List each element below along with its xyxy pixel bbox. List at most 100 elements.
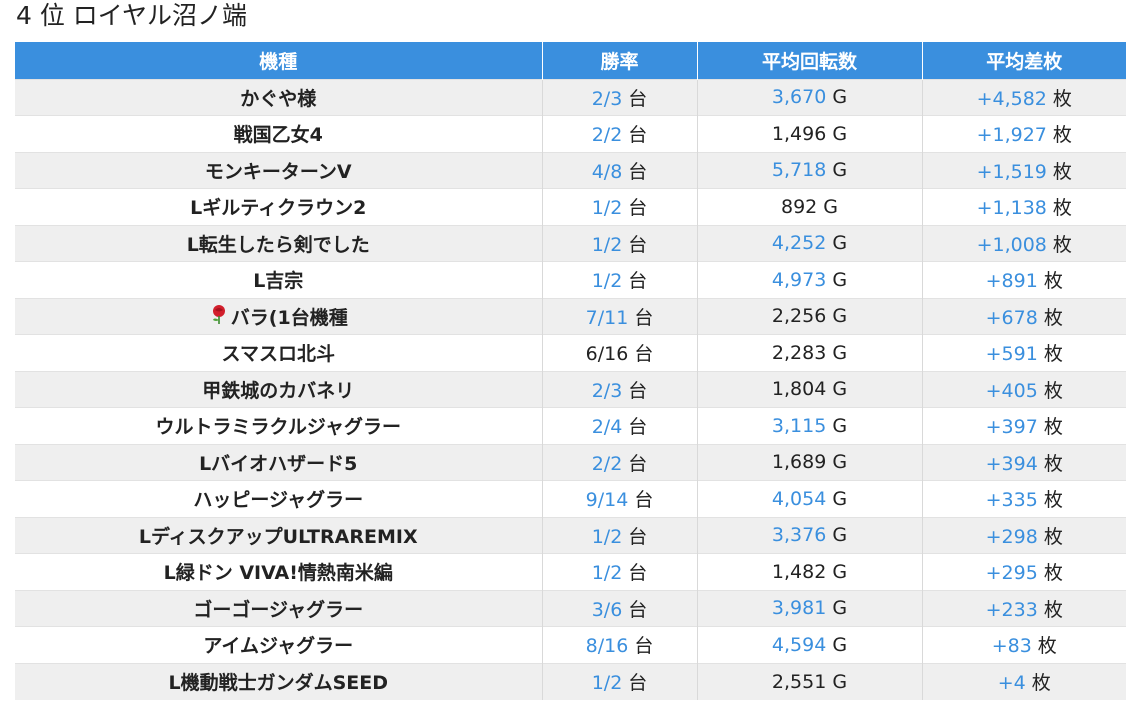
machine-name: かぐや様 — [240, 87, 317, 110]
machine-name: L転生したら剣でした — [186, 233, 370, 256]
spins-unit: G — [832, 414, 848, 437]
average-spins-cell: 1,482 G — [697, 553, 923, 590]
coin-unit: 枚 — [1052, 160, 1072, 183]
machine-unit: 台 — [628, 672, 648, 694]
machine-name-cell: バラ(1台機種 — [15, 297, 543, 335]
table-row[interactable]: LディスクアップULTRAREMIX 1/2 台 3,376 G +298 枚 — [15, 516, 1126, 554]
machine-unit: 台 — [628, 525, 648, 548]
win-rate-value: 2/3 — [591, 87, 623, 110]
machine-name-cell: ウルトラミラクルジャグラー — [15, 407, 543, 444]
average-spins-value: 1,689 — [771, 451, 827, 474]
machine-name: ウルトラミラクルジャグラー — [155, 416, 401, 439]
ranking-table: 機種 勝率 平均回転数 平均差枚 かぐや様 2/3 台 3,670 G +4,582 枚戦国… — [15, 42, 1126, 700]
coin-unit: 枚 — [1043, 489, 1063, 512]
machine-name-cell: アイムジャグラー — [15, 626, 543, 663]
coin-unit: 枚 — [1043, 525, 1063, 548]
machine-name-cell: L転生したら剣でした — [15, 224, 543, 262]
win-rate-cell: 2/3 台 — [542, 78, 698, 116]
average-spins-cell: 4,973 G — [697, 261, 923, 298]
machine-unit: 台 — [628, 562, 648, 585]
average-diff-cell: +405 枚 — [922, 370, 1126, 408]
average-diff-cell: +83 枚 — [922, 626, 1126, 663]
machine-name: 戦国乙女4 — [233, 124, 323, 147]
table-row[interactable]: L吉宗 1/2 台 4,973 G +891 枚 — [15, 261, 1126, 298]
win-rate-cell: 2/4 台 — [542, 407, 698, 444]
machine-name-cell: 甲鉄城のカバネリ — [15, 370, 543, 408]
win-rate-cell: 3/6 台 — [542, 589, 698, 627]
win-rate-cell: 1/2 台 — [542, 553, 698, 590]
coin-unit: 枚 — [1037, 635, 1057, 658]
table-row[interactable]: 戦国乙女4 2/2 台 1,496 G +1,927 枚 — [15, 115, 1126, 152]
coin-unit: 枚 — [1043, 416, 1063, 439]
win-rate-value: 7/11 — [585, 306, 629, 329]
average-spins-value: 3,115 — [771, 414, 827, 437]
average-diff-value: +405 — [985, 379, 1038, 402]
column-header-machine[interactable]: 機種 — [15, 42, 543, 79]
machine-name: バラ(1台機種 — [230, 306, 348, 329]
average-spins-cell: 4,594 G — [697, 626, 923, 663]
average-spins-cell: 3,376 G — [697, 516, 923, 554]
average-spins-cell: 2,551 G — [697, 662, 923, 700]
spins-unit: G — [832, 633, 848, 656]
win-rate-value: 8/16 — [585, 635, 629, 658]
average-diff-cell: +335 枚 — [922, 480, 1126, 517]
machine-unit: 台 — [628, 270, 648, 293]
table-row[interactable]: L緑ドン VIVA!情熱南米編 1/2 台 1,482 G +295 枚 — [15, 553, 1126, 590]
coin-unit: 枚 — [1043, 562, 1063, 585]
average-diff-cell: +397 枚 — [922, 407, 1126, 444]
win-rate-cell: 2/3 台 — [542, 370, 698, 408]
machine-name-cell: L吉宗 — [15, 261, 543, 298]
average-spins-cell: 3,115 G — [697, 407, 923, 444]
average-spins-value: 2,256 — [771, 305, 827, 328]
win-rate-cell: 1/2 台 — [542, 188, 698, 225]
table-row[interactable]: ウルトラミラクルジャグラー 2/4 台 3,115 G +397 枚 — [15, 407, 1126, 444]
column-header-average-diff[interactable]: 平均差枚 — [986, 50, 1063, 73]
average-diff-cell: +1,519 枚 — [922, 151, 1126, 189]
coin-unit: 枚 — [1031, 672, 1051, 694]
average-spins-cell: 3,981 G — [697, 589, 923, 627]
win-rate-cell: 6/16 台 — [542, 334, 698, 371]
machine-unit: 台 — [628, 197, 648, 220]
table-row[interactable]: モンキーターンV 4/8 台 5,718 G +1,519 枚 — [15, 151, 1126, 189]
table-row[interactable]: L機動戦士ガンダムSEED 1/2 台 2,551 G +4 枚 — [15, 662, 1126, 700]
page-title: 4 位 ロイヤル沼ノ端 — [16, 1, 248, 30]
column-header-average-spins[interactable]: 平均回転数 — [697, 42, 923, 79]
spins-unit: G — [832, 159, 848, 182]
spins-unit: G — [832, 305, 848, 328]
table-row[interactable]: L転生したら剣でした 1/2 台 4,252 G +1,008 枚 — [15, 224, 1126, 262]
average-spins-value: 1,804 — [771, 378, 827, 401]
machine-unit: 台 — [634, 635, 654, 658]
win-rate-cell: 7/11 台 — [542, 297, 698, 335]
average-diff-value: +891 — [985, 270, 1038, 293]
table-row[interactable]: ゴーゴージャグラー 3/6 台 3,981 G +233 枚 — [15, 589, 1126, 627]
average-diff-cell: +298 枚 — [922, 516, 1126, 554]
table-body: かぐや様 2/3 台 3,670 G +4,582 枚戦国乙女4 2/2 台 1,496 G +1,9… — [15, 78, 1126, 700]
machine-name: L緑ドン VIVA!情熱南米編 — [163, 562, 393, 585]
average-spins-cell: 1,496 G — [697, 115, 923, 152]
average-diff-cell: +891 枚 — [922, 261, 1126, 298]
table-row[interactable]: バラ(1台機種 7/11 台 2,256 G +678 枚 — [15, 297, 1126, 335]
table-row[interactable]: スマスロ北斗 6/16 台 2,283 G +591 枚 — [15, 334, 1126, 371]
machine-unit: 台 — [628, 379, 648, 402]
spins-unit: G — [832, 524, 848, 547]
coin-unit: 枚 — [1043, 270, 1063, 293]
table-row[interactable]: ハッピージャグラー 9/14 台 4,054 G +335 枚 — [15, 480, 1126, 517]
table-row[interactable]: かぐや様 2/3 台 3,670 G +4,582 枚 — [15, 78, 1126, 116]
table-row[interactable]: アイムジャグラー 8/16 台 4,594 G +83 枚 — [15, 626, 1126, 663]
win-rate-value: 2/2 — [591, 452, 623, 475]
win-rate-value: 1/2 — [591, 197, 623, 220]
machine-unit: 台 — [628, 124, 648, 147]
table-row[interactable]: 甲鉄城のカバネリ 2/3 台 1,804 G +405 枚 — [15, 370, 1126, 408]
table-row[interactable]: Lバイオハザード5 2/2 台 1,689 G +394 枚 — [15, 443, 1126, 481]
average-diff-cell: +394 枚 — [922, 443, 1126, 481]
average-spins-value: 892 — [781, 195, 818, 218]
machine-name: アイムジャグラー — [203, 635, 354, 658]
average-spins-value: 4,973 — [771, 268, 827, 291]
win-rate-cell: 1/2 台 — [542, 261, 698, 298]
column-header-win-rate[interactable]: 勝率 — [542, 42, 698, 79]
table-row[interactable]: Lギルティクラウン2 1/2 台 892 G +1,138 枚 — [15, 188, 1126, 225]
win-rate-cell: 1/2 台 — [542, 662, 698, 700]
average-spins-value: 3,376 — [771, 524, 827, 547]
win-rate-value: 1/2 — [591, 672, 623, 694]
